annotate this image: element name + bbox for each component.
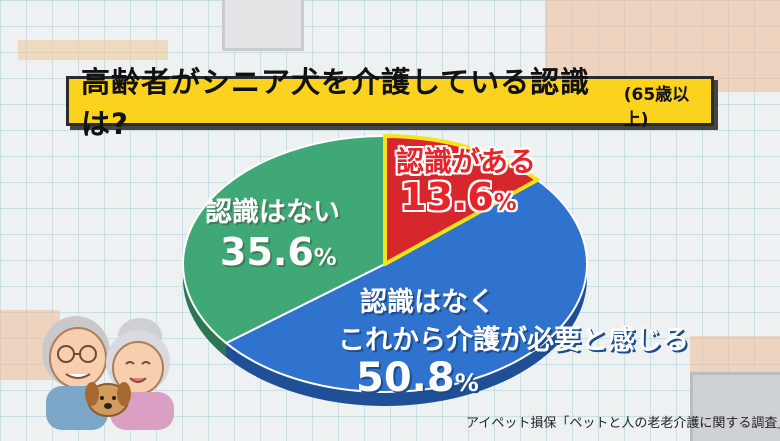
pie-slice-future: [224, 178, 588, 393]
slice-value-future: 50.8%: [356, 355, 479, 401]
pie-slice-not-aware: [182, 134, 386, 345]
decor-block: [18, 40, 168, 60]
chart-title-bar: 高齢者がシニア犬を介護している認識は? (65歳以上): [66, 65, 714, 141]
elderly-couple-illustration: [42, 316, 174, 430]
slice-label-not-aware: 認識はない: [205, 197, 340, 228]
slice-label-aware: 認識がある: [396, 145, 537, 178]
chart-title: 高齢者がシニア犬を介護している認識は?: [81, 65, 591, 141]
slice-label-future-line2: これから介護が必要と感じる: [338, 325, 689, 356]
decor-block: [222, 0, 304, 51]
chart-subtitle: (65歳以上): [623, 85, 690, 130]
source-credit: アイペット損保「ペットと人の老老介護に関する調査」: [466, 416, 780, 431]
slice-value-not-aware: 35.6%: [220, 230, 337, 274]
slice-value-aware: 13.6%: [400, 175, 517, 219]
decor-block: [690, 372, 780, 441]
decor-block: [690, 336, 780, 372]
slice-label-future-line1: 認識はなく: [360, 287, 495, 318]
pie-slice-aware-highlight: [383, 134, 540, 266]
